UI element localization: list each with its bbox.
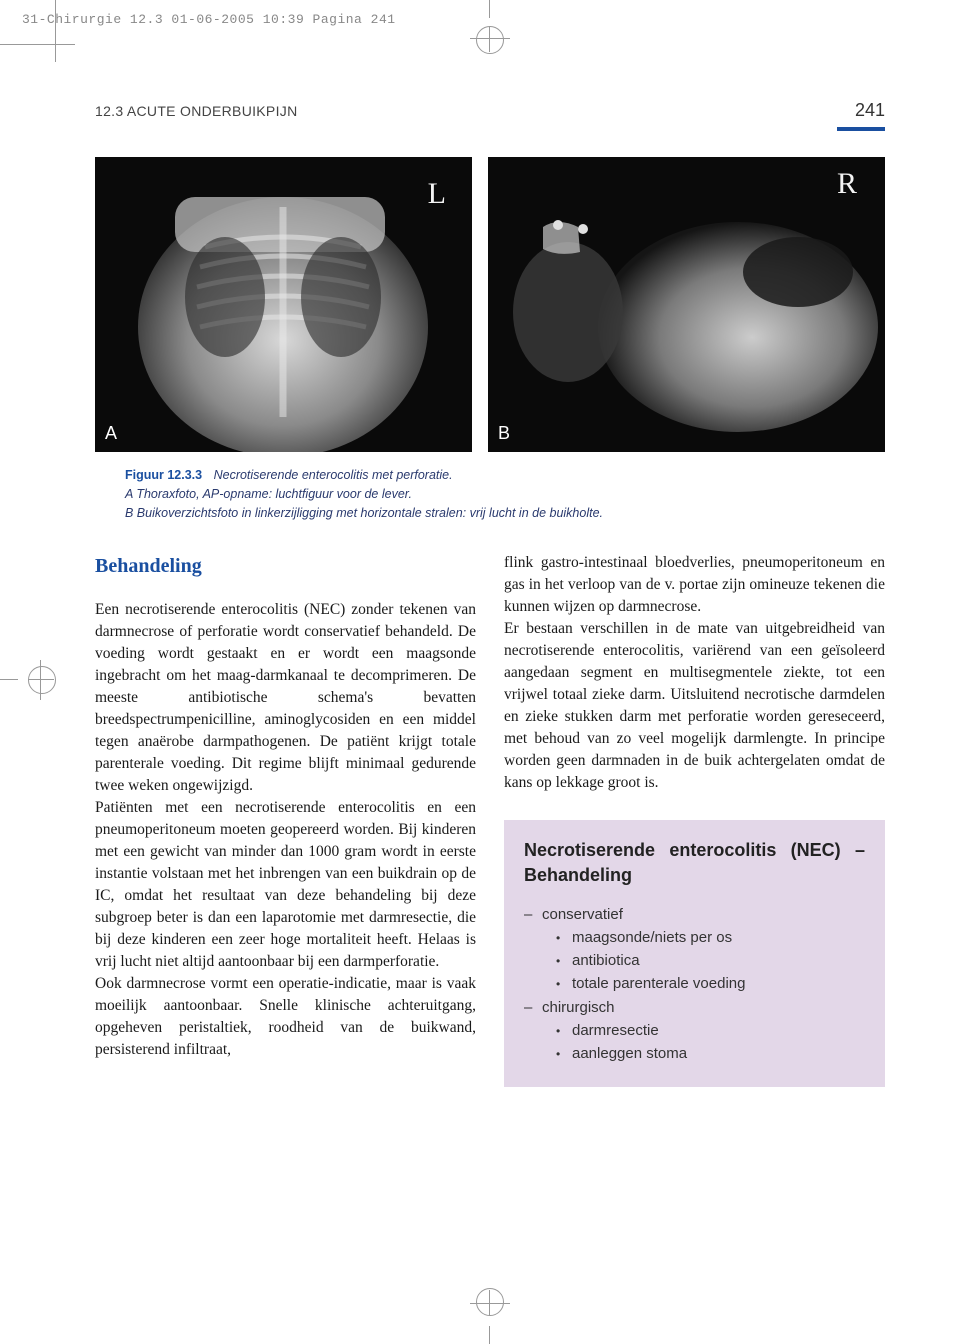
list-item: maagsonde/niets per os — [556, 926, 865, 949]
list-item: antibiotica — [556, 949, 865, 972]
running-head: 12.3 ACUTE ONDERBUIKPIJN 241 — [95, 100, 885, 121]
figure-row: L A R B — [95, 157, 885, 452]
crop-mark-left — [0, 660, 55, 700]
figure-panel-a: L A — [95, 157, 472, 452]
infobox-list: conservatief maagsonde/niets per os anti… — [524, 903, 865, 1066]
list-item-label: chirurgisch — [542, 999, 615, 1016]
figure-title: Necrotiserende enterocolitis met perfora… — [214, 468, 453, 482]
treatment-infobox: Necrotiserende enterocolitis (NEC) – Beh… — [504, 820, 885, 1087]
body-paragraph: Patiënten met een necrotiserende enteroc… — [95, 797, 476, 973]
figure-caption: Figuur 12.3.3 Necrotiserende enterocolit… — [125, 466, 885, 522]
crop-mark-top — [470, 0, 510, 45]
list-item: aanleggen stoma — [556, 1042, 865, 1065]
left-column: Behandeling Een necrotiserende enterocol… — [95, 552, 476, 1087]
section-heading: Behandeling — [95, 552, 476, 580]
section-label: 12.3 ACUTE ONDERBUIKPIJN — [95, 103, 297, 119]
body-paragraph: Er bestaan verschillen in de mate van ui… — [504, 618, 885, 794]
list-item: conservatief maagsonde/niets per os anti… — [524, 903, 865, 996]
text-columns: Behandeling Een necrotiserende enterocol… — [95, 552, 885, 1087]
list-item: darmresectie — [556, 1019, 865, 1042]
list-item: chirurgisch darmresectie aanleggen stoma — [524, 996, 865, 1066]
page-number: 241 — [855, 100, 885, 121]
figure-caption-line-a: A Thoraxfoto, AP-opname: luchtfiguur voo… — [125, 487, 412, 501]
figure-caption-line-b: B Buikoverzichtsfoto in linkerzijligging… — [125, 506, 603, 520]
crop-mark-bottom — [470, 1289, 510, 1344]
header-rule — [837, 127, 885, 131]
crop-corner-v — [55, 0, 56, 62]
list-item-label: conservatief — [542, 906, 623, 923]
crop-corner-h — [0, 44, 75, 45]
body-paragraph: Ook darmnecrose vormt een operatie-indic… — [95, 973, 476, 1061]
figure-a-overlay-letter: L — [428, 177, 446, 211]
figure-a-corner-letter: A — [105, 423, 117, 444]
page-content: 12.3 ACUTE ONDERBUIKPIJN 241 — [95, 100, 885, 1087]
infobox-title: Necrotiserende enterocolitis (NEC) – Beh… — [524, 838, 865, 888]
figure-b-corner-letter: B — [498, 423, 510, 444]
figure-b-overlay-letter: R — [837, 167, 857, 201]
body-paragraph: Een necrotiserende enterocolitis (NEC) z… — [95, 599, 476, 797]
list-item: totale parenterale voeding — [556, 972, 865, 995]
body-paragraph: flink gastro-intestinaal bloedverlies, p… — [504, 552, 885, 618]
right-column: flink gastro-intestinaal bloedverlies, p… — [504, 552, 885, 1087]
figure-panel-b: R B — [488, 157, 885, 452]
xray-thorax-icon — [95, 157, 472, 452]
xray-abdomen-icon — [488, 157, 885, 452]
figure-number: Figuur 12.3.3 — [125, 468, 202, 482]
print-header: 31-Chirurgie 12.3 01-06-2005 10:39 Pagin… — [22, 12, 396, 27]
